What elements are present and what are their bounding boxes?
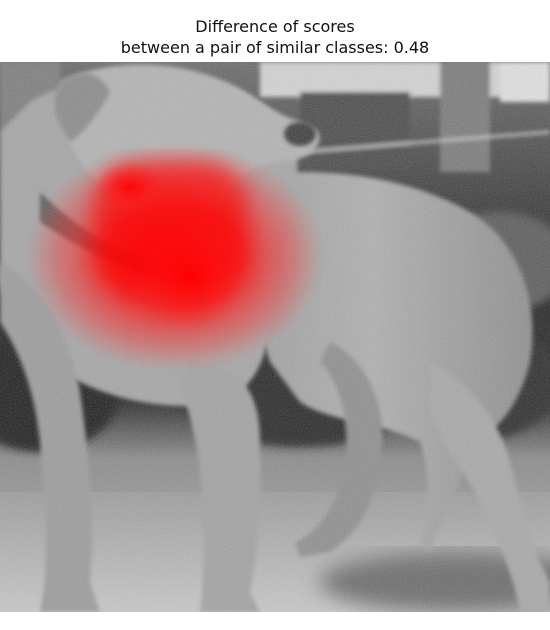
saliency-heatmap	[25, 142, 325, 372]
image-canvas	[0, 62, 550, 612]
figure-title: Difference of scores between a pair of s…	[0, 16, 550, 58]
title-line-1: Difference of scores	[195, 17, 355, 36]
saliency-image	[0, 62, 550, 612]
title-line-2: between a pair of similar classes: 0.48	[120, 38, 430, 57]
